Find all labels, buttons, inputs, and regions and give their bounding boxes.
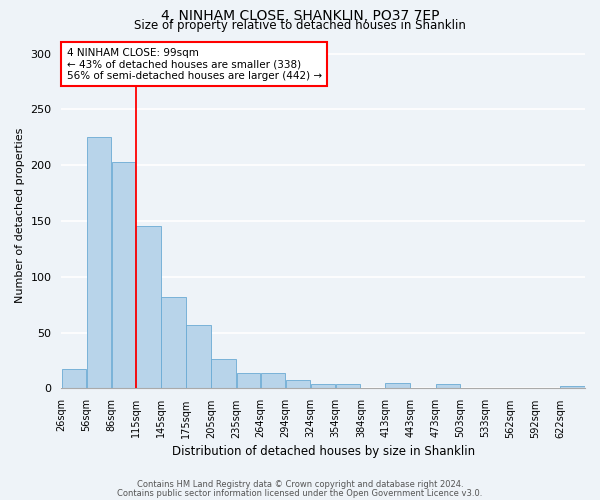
Bar xyxy=(187,325,211,388)
Bar xyxy=(62,370,86,388)
Bar xyxy=(211,360,236,388)
Text: Size of property relative to detached houses in Shanklin: Size of property relative to detached ho… xyxy=(134,19,466,32)
Bar xyxy=(136,226,161,388)
Text: Contains public sector information licensed under the Open Government Licence v3: Contains public sector information licen… xyxy=(118,489,482,498)
Bar xyxy=(436,384,460,388)
X-axis label: Distribution of detached houses by size in Shanklin: Distribution of detached houses by size … xyxy=(172,444,475,458)
Text: 4 NINHAM CLOSE: 99sqm
← 43% of detached houses are smaller (338)
56% of semi-det: 4 NINHAM CLOSE: 99sqm ← 43% of detached … xyxy=(67,48,322,81)
Bar xyxy=(236,373,260,388)
Bar xyxy=(87,138,111,388)
Bar xyxy=(560,386,584,388)
Bar xyxy=(161,297,185,388)
Bar xyxy=(261,373,285,388)
Y-axis label: Number of detached properties: Number of detached properties xyxy=(15,128,25,303)
Bar xyxy=(112,162,136,388)
Bar xyxy=(336,384,361,388)
Bar xyxy=(311,384,335,388)
Bar xyxy=(286,380,310,388)
Text: Contains HM Land Registry data © Crown copyright and database right 2024.: Contains HM Land Registry data © Crown c… xyxy=(137,480,463,489)
Bar xyxy=(385,383,410,388)
Text: 4, NINHAM CLOSE, SHANKLIN, PO37 7EP: 4, NINHAM CLOSE, SHANKLIN, PO37 7EP xyxy=(161,9,439,23)
